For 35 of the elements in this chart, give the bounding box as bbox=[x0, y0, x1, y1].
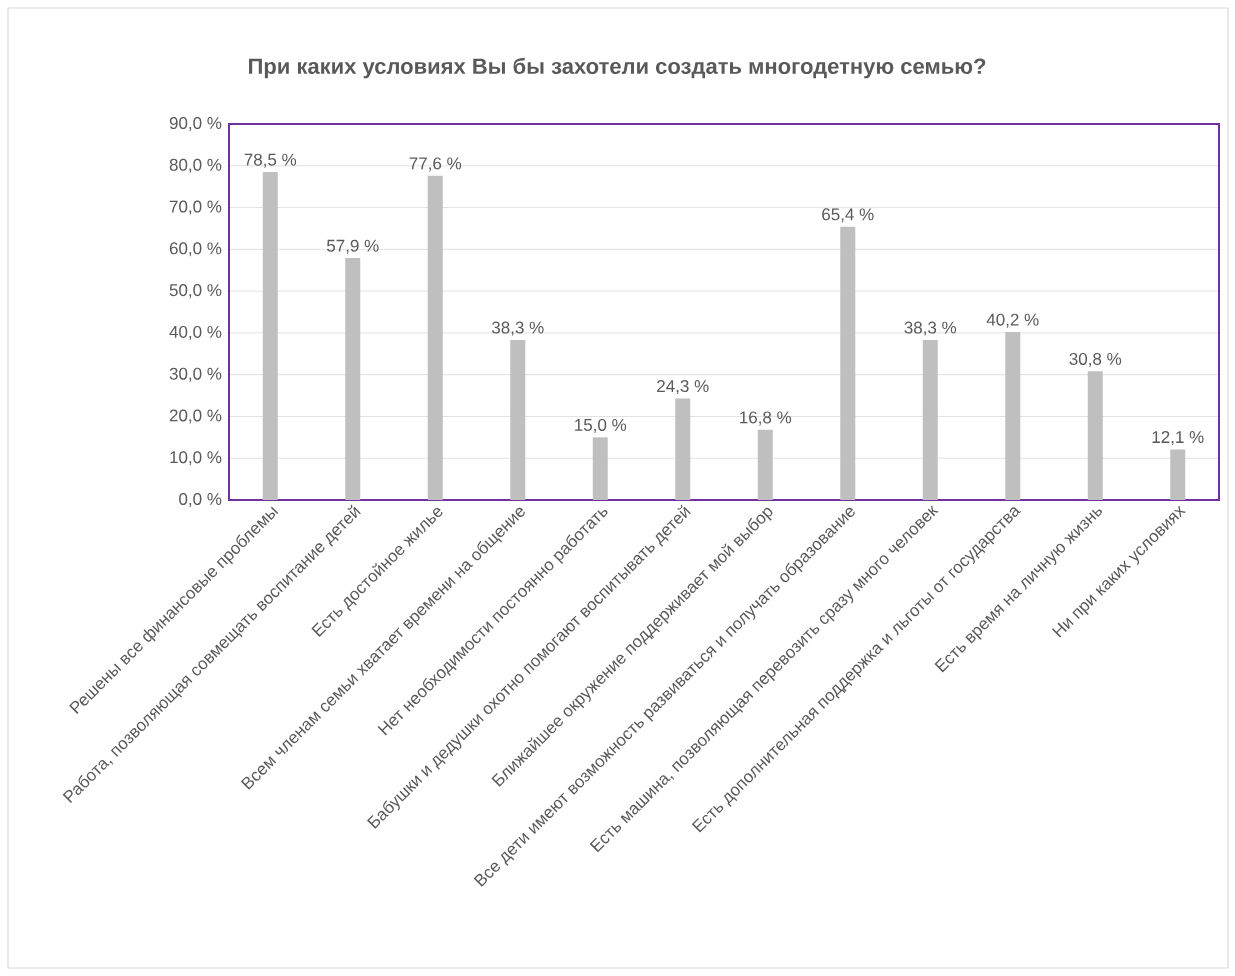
chart-title: При каких условиях Вы бы захотели создать многодетную семью? bbox=[249, 57, 986, 79]
bar bbox=[675, 398, 691, 500]
y-tick-label: 60,0 % bbox=[169, 242, 222, 257]
data-label: 30,8 % bbox=[1069, 352, 1122, 367]
data-label: 57,9 % bbox=[326, 239, 379, 254]
data-label: 65,4 % bbox=[822, 208, 874, 223]
y-tick-label: 40,0 % bbox=[169, 325, 222, 340]
data-label: 78,5 % bbox=[244, 153, 297, 168]
data-label: 24,3 % bbox=[657, 380, 709, 395]
y-tick-label: 70,0 % bbox=[169, 200, 222, 215]
bar bbox=[427, 175, 443, 500]
bar bbox=[757, 429, 773, 500]
data-label: 16,8 % bbox=[740, 411, 792, 426]
data-label: 77,6 % bbox=[409, 157, 462, 172]
bar bbox=[1170, 449, 1186, 500]
bar bbox=[510, 340, 526, 500]
data-label: 12,1 % bbox=[1152, 431, 1204, 446]
bar bbox=[1005, 332, 1021, 500]
data-label: 38,3 % bbox=[904, 321, 957, 336]
y-tick-label: 10,0 % bbox=[170, 451, 222, 466]
bar bbox=[345, 258, 361, 500]
bar bbox=[592, 437, 608, 500]
y-tick-label: 20,0 % bbox=[169, 409, 222, 424]
data-label: 15,0 % bbox=[575, 418, 627, 433]
bar bbox=[840, 226, 856, 500]
y-tick-label: 80,0 % bbox=[169, 158, 222, 173]
data-label: 38,3 % bbox=[491, 321, 544, 336]
bar bbox=[262, 172, 278, 500]
y-tick-label: 50,0 % bbox=[169, 284, 222, 299]
bar bbox=[1087, 371, 1103, 500]
y-tick-label: 90,0 % bbox=[169, 117, 222, 132]
data-label: 40,2 % bbox=[986, 313, 1039, 328]
y-tick-label: 30,0 % bbox=[169, 367, 222, 382]
y-tick-label: 0,0 % bbox=[179, 492, 222, 508]
bar bbox=[922, 340, 938, 500]
